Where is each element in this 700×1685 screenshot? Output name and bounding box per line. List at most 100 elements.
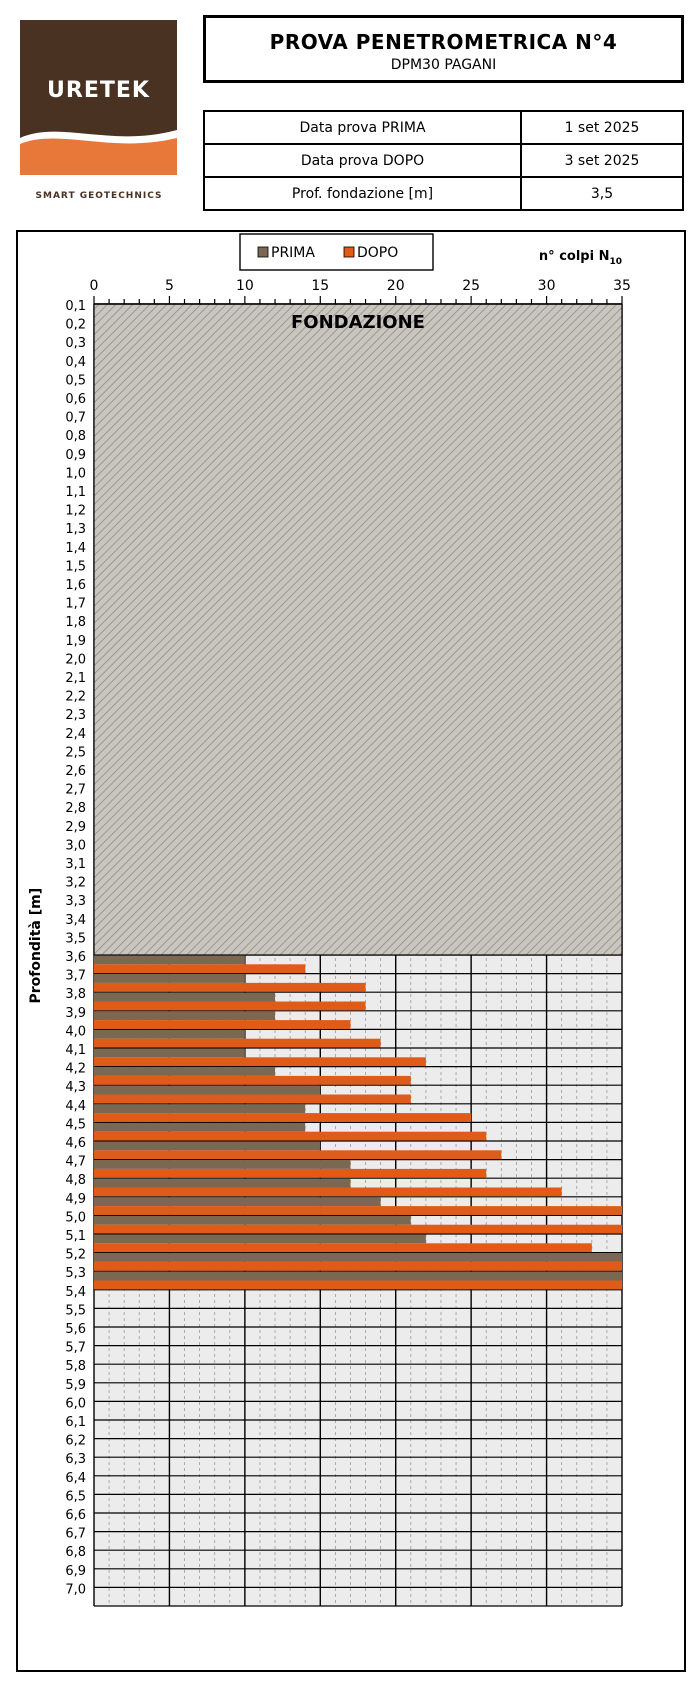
y-tick-label: 1,5 <box>65 559 86 574</box>
y-tick-label: 1,7 <box>65 597 86 612</box>
y-tick-label: 2,8 <box>65 801 86 816</box>
info-label: Prof. fondazione [m] <box>203 176 522 211</box>
legend-label-prima: PRIMA <box>271 245 315 261</box>
bar-dopo <box>94 1020 351 1029</box>
y-tick-label: 6,8 <box>65 1545 86 1560</box>
bar-dopo <box>94 1038 381 1048</box>
y-tick-label: 2,6 <box>65 764 86 779</box>
bar-dopo <box>94 1131 487 1141</box>
bar-prima <box>94 1271 622 1281</box>
x-tick-label: 0 <box>90 278 99 294</box>
bar-prima <box>94 1011 276 1021</box>
y-tick-label: 5,1 <box>65 1229 86 1244</box>
penetration-chart: FONDAZIONE 0 5 10 15 20 25 30 35 0,1 0,2 0,3 0,4 0,5 0… <box>28 233 631 1607</box>
bar-prima <box>94 1160 351 1169</box>
y-tick-label: 4,9 <box>65 1192 86 1207</box>
info-value: 1 set 2025 <box>520 110 684 145</box>
y-tick-label: 6,3 <box>65 1452 86 1467</box>
x-tick-label: 30 <box>538 278 556 294</box>
y-tick-label: 4,2 <box>65 1062 86 1077</box>
bar-prima <box>94 1085 321 1095</box>
bar-prima <box>94 1234 426 1244</box>
bar-dopo <box>94 982 366 992</box>
info-label: Data prova PRIMA <box>203 110 522 145</box>
y-tick-label: 0,3 <box>65 336 86 351</box>
y-tick-label: 5,6 <box>65 1322 86 1337</box>
y-tick-label: 2,0 <box>65 652 86 667</box>
y-tick-label: 4,8 <box>65 1173 86 1188</box>
y-tick-label: 4,1 <box>65 1043 86 1058</box>
x-tick-label: 15 <box>311 278 329 294</box>
bar-dopo <box>94 1001 366 1011</box>
bar-dopo <box>94 1243 592 1253</box>
y-tick-label: 3,4 <box>65 913 86 928</box>
chart-frame: FONDAZIONE 0 5 10 15 20 25 30 35 0,1 0,2 0,3 0,4 0,5 0… <box>16 230 686 1672</box>
bar-prima <box>94 1048 245 1058</box>
legend-swatch-prima <box>257 246 269 258</box>
bar-dopo <box>94 1113 472 1122</box>
x-tick-label: 10 <box>236 278 254 294</box>
y-tick-label: 1,1 <box>65 485 86 500</box>
y-tick-label: 5,7 <box>65 1341 86 1356</box>
bar-prima <box>94 1141 321 1151</box>
bar-prima <box>94 1178 351 1188</box>
y-tick-label: 3,6 <box>65 950 86 965</box>
y-tick-label: 2,7 <box>65 783 86 798</box>
y-tick-label: 2,4 <box>65 727 86 742</box>
bar-prima <box>94 1197 381 1207</box>
info-value: 3 set 2025 <box>520 143 684 178</box>
bar-dopo <box>94 1094 411 1104</box>
bar-prima <box>94 1067 276 1076</box>
bar-dopo <box>94 1150 502 1160</box>
bar-prima <box>94 992 276 1002</box>
y-tick-label: 0,5 <box>65 373 86 388</box>
x-tick-label: 35 <box>613 278 631 294</box>
bar-dopo <box>94 964 306 974</box>
bar-dopo <box>94 1057 426 1067</box>
info-label: Data prova DOPO <box>203 143 522 178</box>
y-tick-label: 3,3 <box>65 894 86 909</box>
bar-prima <box>94 1215 411 1225</box>
y-tick-label: 6,1 <box>65 1415 86 1430</box>
logo-mark: URETEK <box>20 20 177 175</box>
y-tick-label: 0,8 <box>65 429 86 444</box>
y-tick-label: 3,5 <box>65 931 86 946</box>
y-tick-label: 5,8 <box>65 1359 86 1374</box>
logo-brand-text: URETEK <box>47 78 150 103</box>
y-tick-label: 0,2 <box>65 318 86 333</box>
y-tick-label: 5,3 <box>65 1266 86 1281</box>
y-tick-label: 1,0 <box>65 466 86 481</box>
y-tick-label: 0,1 <box>65 299 86 314</box>
y-tick-label: 2,5 <box>65 745 86 760</box>
y-tick-label: 4,4 <box>65 1099 86 1114</box>
y-tick-label: 6,7 <box>65 1527 86 1542</box>
y-axis-title: Profondità [m] <box>28 888 44 1004</box>
bar-dopo <box>94 1187 562 1197</box>
bar-prima <box>94 1029 245 1039</box>
bar-dopo <box>94 1206 622 1215</box>
y-tick-label: 4,6 <box>65 1136 86 1151</box>
y-tick-label: 5,0 <box>65 1210 86 1225</box>
y-tick-label: 0,4 <box>65 355 86 370</box>
uretek-logo: URETEK SMART GEOTECHNICS <box>18 18 180 203</box>
y-tick-label: 4,0 <box>65 1024 86 1039</box>
y-tick-label: 0,7 <box>65 411 86 426</box>
y-tick-label: 5,5 <box>65 1303 86 1318</box>
y-tick-label: 3,9 <box>65 1006 86 1021</box>
bar-dopo <box>94 1261 622 1271</box>
page-subtitle: DPM30 PAGANI <box>390 57 497 73</box>
y-tick-label: 6,4 <box>65 1471 86 1486</box>
bar-prima <box>94 974 245 983</box>
y-tick-label: 1,4 <box>65 541 86 556</box>
info-value: 3,5 <box>520 176 684 211</box>
x-axis-title: n° colpi N10 <box>539 249 622 267</box>
logo-wave-graphic <box>20 130 177 175</box>
title-box: PROVA PENETROMETRICA N°4 DPM30 PAGANI <box>203 15 684 83</box>
y-tick-label: 3,8 <box>65 987 86 1002</box>
x-tick-label: 25 <box>462 278 480 294</box>
y-tick-label: 3,0 <box>65 838 86 853</box>
y-tick-label: 2,2 <box>65 690 86 705</box>
info-row-date-after: Data prova DOPO 3 set 2025 <box>203 143 684 178</box>
y-tick-label: 7,0 <box>65 1582 86 1597</box>
y-tick-label: 6,6 <box>65 1508 86 1523</box>
